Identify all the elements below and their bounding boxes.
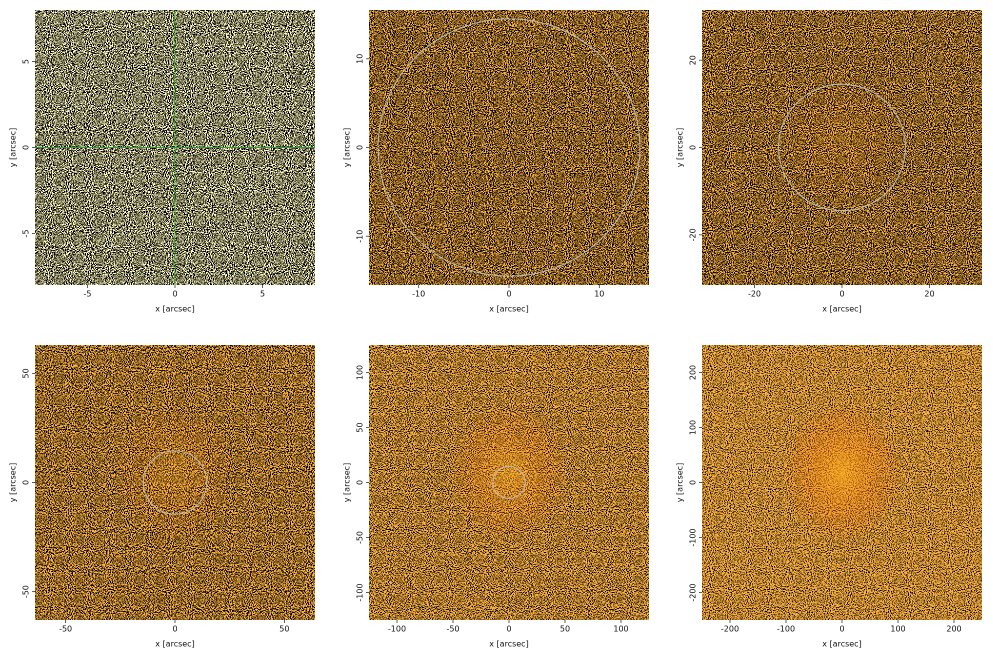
x-axis-label: x [arcsec] [822,305,861,314]
x-tick-label: -20 [748,290,761,299]
y-tick-label: 200 [689,365,698,380]
image-glow [782,402,902,543]
x-tick-label: 0 [506,290,511,299]
y-tick-label: 5 [22,59,31,64]
x-axis-label: x [arcsec] [822,640,861,649]
y-tick-label: 100 [689,420,698,435]
x-tick-label: -100 [777,625,795,634]
y-tick-label: -5 [22,229,31,237]
aperture-circle [377,18,641,277]
y-tick-label: 0 [356,480,365,485]
x-tick-label: -200 [721,625,739,634]
y-tick-label: -100 [689,528,698,546]
x-tick-label: 200 [946,625,961,634]
y-tick-label: 20 [689,55,698,65]
y-axis-label: y [arcsec] [343,463,352,502]
y-tick-label: -200 [689,583,698,601]
image-glow [782,67,902,208]
y-tick-label: 50 [356,422,365,432]
y-tick-label: 0 [689,145,698,150]
y-axis-label: y [arcsec] [343,128,352,167]
aperture-circle [492,466,526,499]
y-axis-label: y [arcsec] [9,128,18,167]
y-tick-label: -50 [22,585,31,598]
x-tick-label: 20 [924,290,934,299]
y-tick-label: -100 [356,583,365,601]
x-tick-label: 5 [260,290,265,299]
y-tick-label: -20 [689,228,698,241]
x-tick-label: 10 [594,290,604,299]
image-noise [369,10,649,285]
x-tick-label: -50 [446,625,459,634]
x-tick-label: 0 [506,625,511,634]
x-tick-label: 100 [613,625,628,634]
y-tick-label: 50 [22,368,31,378]
y-tick-label: 10 [356,54,365,64]
y-tick-label: 0 [356,145,365,150]
x-tick-label: 100 [890,625,905,634]
y-tick-label: -50 [356,531,365,544]
y-tick-label: -10 [356,230,365,243]
x-axis-label: x [arcsec] [155,640,194,649]
y-tick-label: 0 [22,480,31,485]
aperture-circle [142,450,208,515]
x-tick-label: 0 [839,625,844,634]
image-glow [449,402,569,543]
image-glow [115,402,235,543]
x-tick-label: 50 [279,625,289,634]
y-tick-label: 100 [356,365,365,380]
x-tick-label: 50 [560,625,570,634]
x-tick-label: -100 [388,625,406,634]
x-axis-label: x [arcsec] [155,305,194,314]
x-tick-label: -5 [84,290,92,299]
y-tick-label: 0 [689,480,698,485]
x-tick-label: -10 [412,290,425,299]
x-tick-label: 0 [839,290,844,299]
y-axis-label: y [arcsec] [9,463,18,502]
y-tick-label: 0 [22,145,31,150]
x-tick-label: -50 [59,625,72,634]
aperture-circle [778,83,906,212]
x-axis-label: x [arcsec] [489,640,528,649]
y-axis-label: y [arcsec] [676,463,685,502]
y-axis-label: y [arcsec] [676,128,685,167]
x-axis-label: x [arcsec] [489,305,528,314]
x-tick-label: 0 [172,625,177,634]
x-tick-label: 0 [172,290,177,299]
